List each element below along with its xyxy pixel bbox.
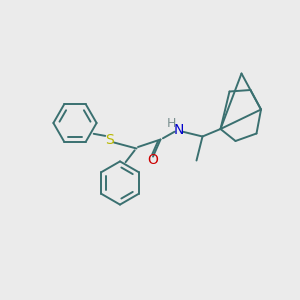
Text: S: S (105, 133, 114, 146)
Text: N: N (173, 124, 184, 137)
Text: H: H (167, 117, 177, 130)
Text: O: O (148, 154, 158, 167)
